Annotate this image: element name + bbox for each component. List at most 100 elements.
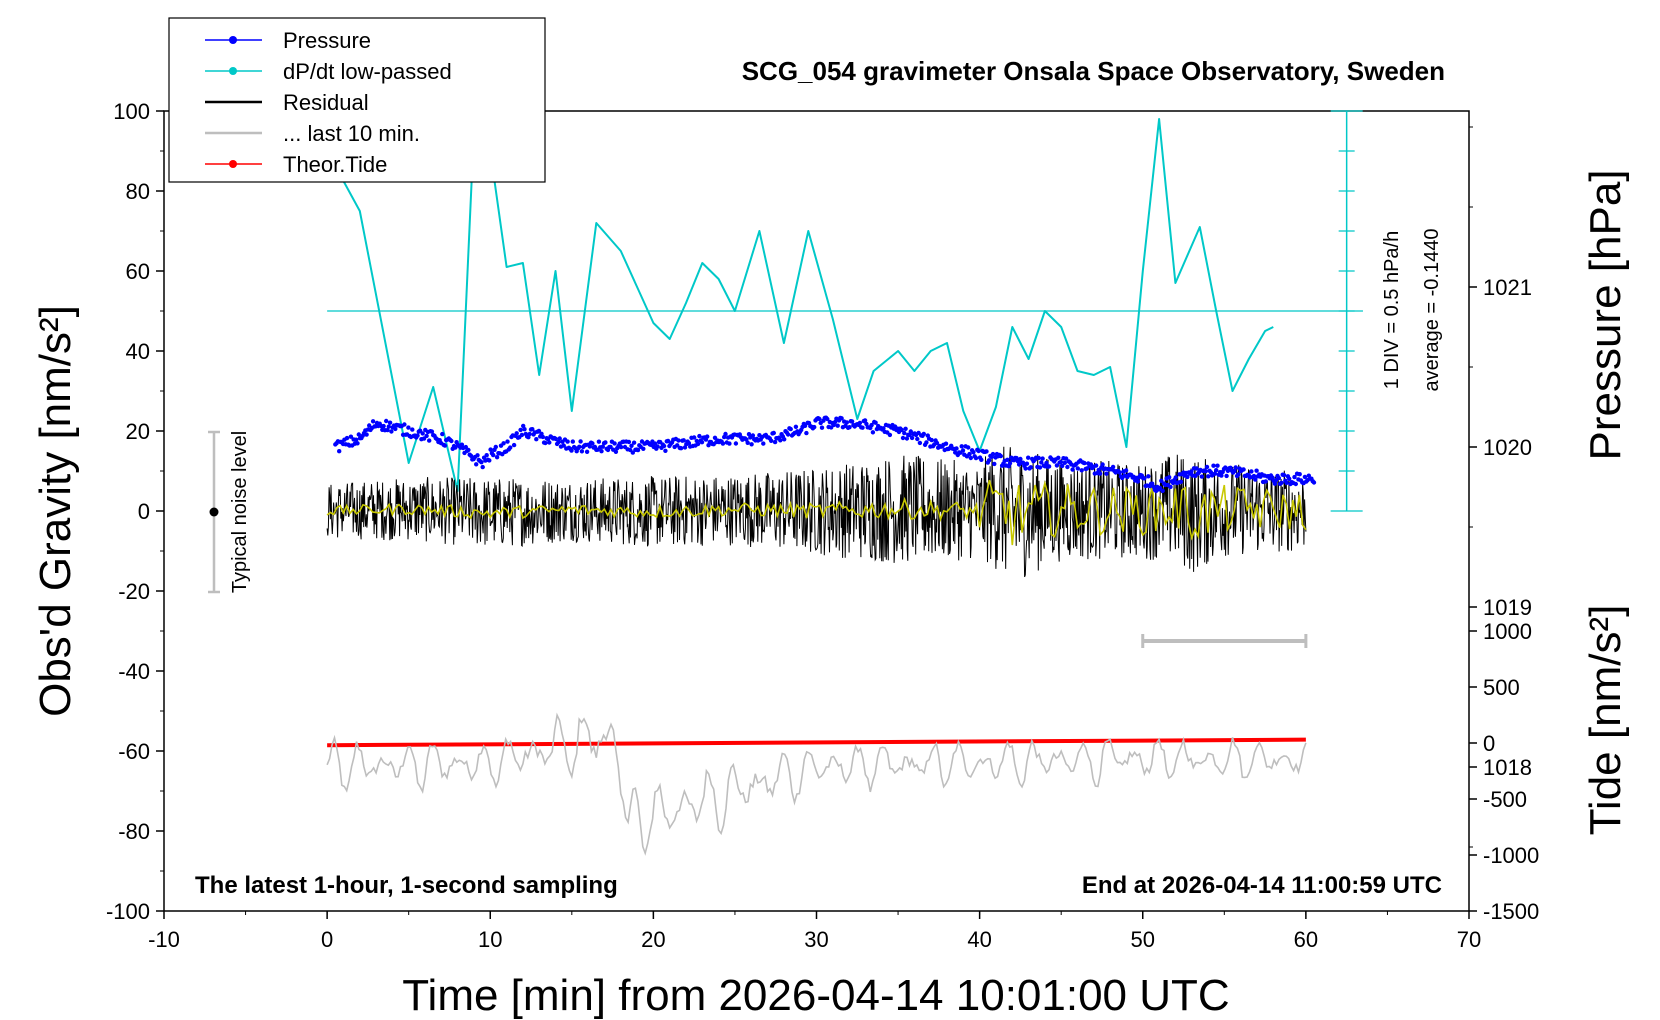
legend-label: Theor.Tide	[283, 152, 387, 177]
pressure-point	[971, 450, 976, 455]
pressure-point	[909, 435, 915, 441]
pressure-point	[817, 416, 822, 422]
pressure-point	[697, 433, 702, 439]
pressure-point	[612, 441, 617, 446]
pressure-point	[998, 453, 1003, 459]
tide-axis-title: Tide [nm/s²]	[1581, 605, 1630, 836]
pressure-point	[641, 446, 646, 451]
noise-label: Typical noise level	[229, 431, 251, 593]
pressure-point	[618, 444, 624, 450]
pressure-point	[745, 440, 750, 445]
pressure-point	[904, 436, 910, 441]
pressure-point	[864, 421, 869, 427]
pressure-point	[556, 439, 561, 445]
pressure-point	[384, 418, 389, 424]
pressure-point	[557, 436, 562, 441]
pressure-point	[522, 427, 527, 432]
pressure-point	[1054, 463, 1060, 468]
pressure-point	[1232, 468, 1237, 474]
pressure-point	[1189, 469, 1194, 474]
pressure-point	[844, 420, 849, 425]
pressure-point	[1024, 461, 1030, 466]
pressure-point	[1276, 475, 1282, 481]
pressure-point	[530, 427, 535, 432]
pressure-point	[1100, 462, 1105, 467]
pressure-point	[665, 438, 671, 444]
pressure-point	[1204, 464, 1210, 470]
pressure-point	[1167, 475, 1172, 480]
pressure-point	[494, 455, 500, 460]
pressure-point	[480, 464, 485, 470]
pressure-point	[1135, 479, 1141, 484]
legend-label: dP/dt low-passed	[283, 59, 452, 84]
pressure-point	[907, 432, 912, 438]
pressure-point	[521, 423, 526, 429]
pressure-point	[1040, 456, 1045, 461]
pressure-point	[692, 435, 697, 440]
pressure-point	[959, 444, 964, 449]
pressure-point	[661, 443, 667, 449]
pressure-tick-label: 1021	[1483, 275, 1532, 300]
pressure-point	[536, 428, 542, 434]
pressure-point	[723, 431, 728, 437]
legend-box	[168, 17, 546, 183]
pressure-point	[1093, 463, 1099, 468]
pressure-point	[545, 437, 551, 442]
x-tick-label: 40	[967, 927, 991, 952]
pressure-point	[825, 416, 830, 422]
pressure-point	[364, 432, 369, 437]
pressure-point	[1110, 464, 1116, 470]
pressure-point	[1023, 466, 1028, 471]
pressure-point	[514, 431, 519, 436]
pressure-point	[1212, 471, 1218, 476]
legend-label: Pressure	[283, 28, 371, 53]
left-axis-ticks: -100 -80 -60 -40 -20 0 20 40 60 80 100	[106, 99, 164, 924]
pressure-point	[1104, 471, 1109, 476]
pressure-point	[778, 438, 783, 443]
pressure-point	[468, 453, 474, 458]
pressure-point	[1219, 473, 1224, 478]
pressure-point	[1039, 460, 1044, 465]
pressure-point	[599, 449, 604, 454]
tide-tick-label: 1000	[1483, 619, 1532, 644]
pressure-point	[393, 426, 398, 432]
pressure-point	[1199, 474, 1205, 479]
pressure-point	[984, 449, 989, 454]
pressure-point	[973, 455, 979, 461]
pressure-point	[1168, 484, 1173, 490]
pressure-point	[902, 430, 907, 436]
pressure-tick-label: 1019	[1483, 595, 1532, 620]
pressure-series	[333, 415, 1317, 494]
dpdt-scale-bar	[327, 110, 1363, 512]
pressure-point	[727, 441, 732, 446]
x-tick-label: 10	[478, 927, 502, 952]
noise-center-dot	[209, 507, 219, 517]
tide-tick-label: -1500	[1483, 899, 1539, 924]
pressure-point	[869, 422, 874, 428]
pressure-point	[553, 436, 558, 442]
pressure-point	[635, 447, 641, 453]
pressure-point	[527, 431, 532, 437]
pressure-point	[915, 436, 920, 442]
pressure-point	[1007, 461, 1013, 466]
last-10-min-bar	[1141, 634, 1308, 648]
pressure-point	[954, 446, 959, 451]
pressure-point	[626, 439, 632, 445]
dpdt-series	[326, 118, 1274, 492]
pressure-point	[900, 435, 906, 441]
pressure-point	[543, 440, 548, 446]
pressure-point	[1065, 464, 1070, 470]
pressure-point	[534, 437, 539, 442]
pressure-point	[427, 438, 432, 443]
pressure-point	[705, 434, 710, 439]
left-tick-label: 0	[138, 499, 150, 524]
pressure-point	[488, 447, 493, 452]
pressure-point	[1272, 481, 1278, 486]
x-tick-label: -10	[148, 927, 180, 952]
pressure-point	[381, 423, 386, 429]
pressure-point	[1281, 472, 1287, 478]
pressure-axis-ticks: 1018 1019 1020 1021	[1469, 126, 1532, 848]
legend-swatch-dot	[229, 36, 237, 44]
pressure-point	[505, 439, 510, 444]
pressure-point	[1159, 478, 1164, 483]
